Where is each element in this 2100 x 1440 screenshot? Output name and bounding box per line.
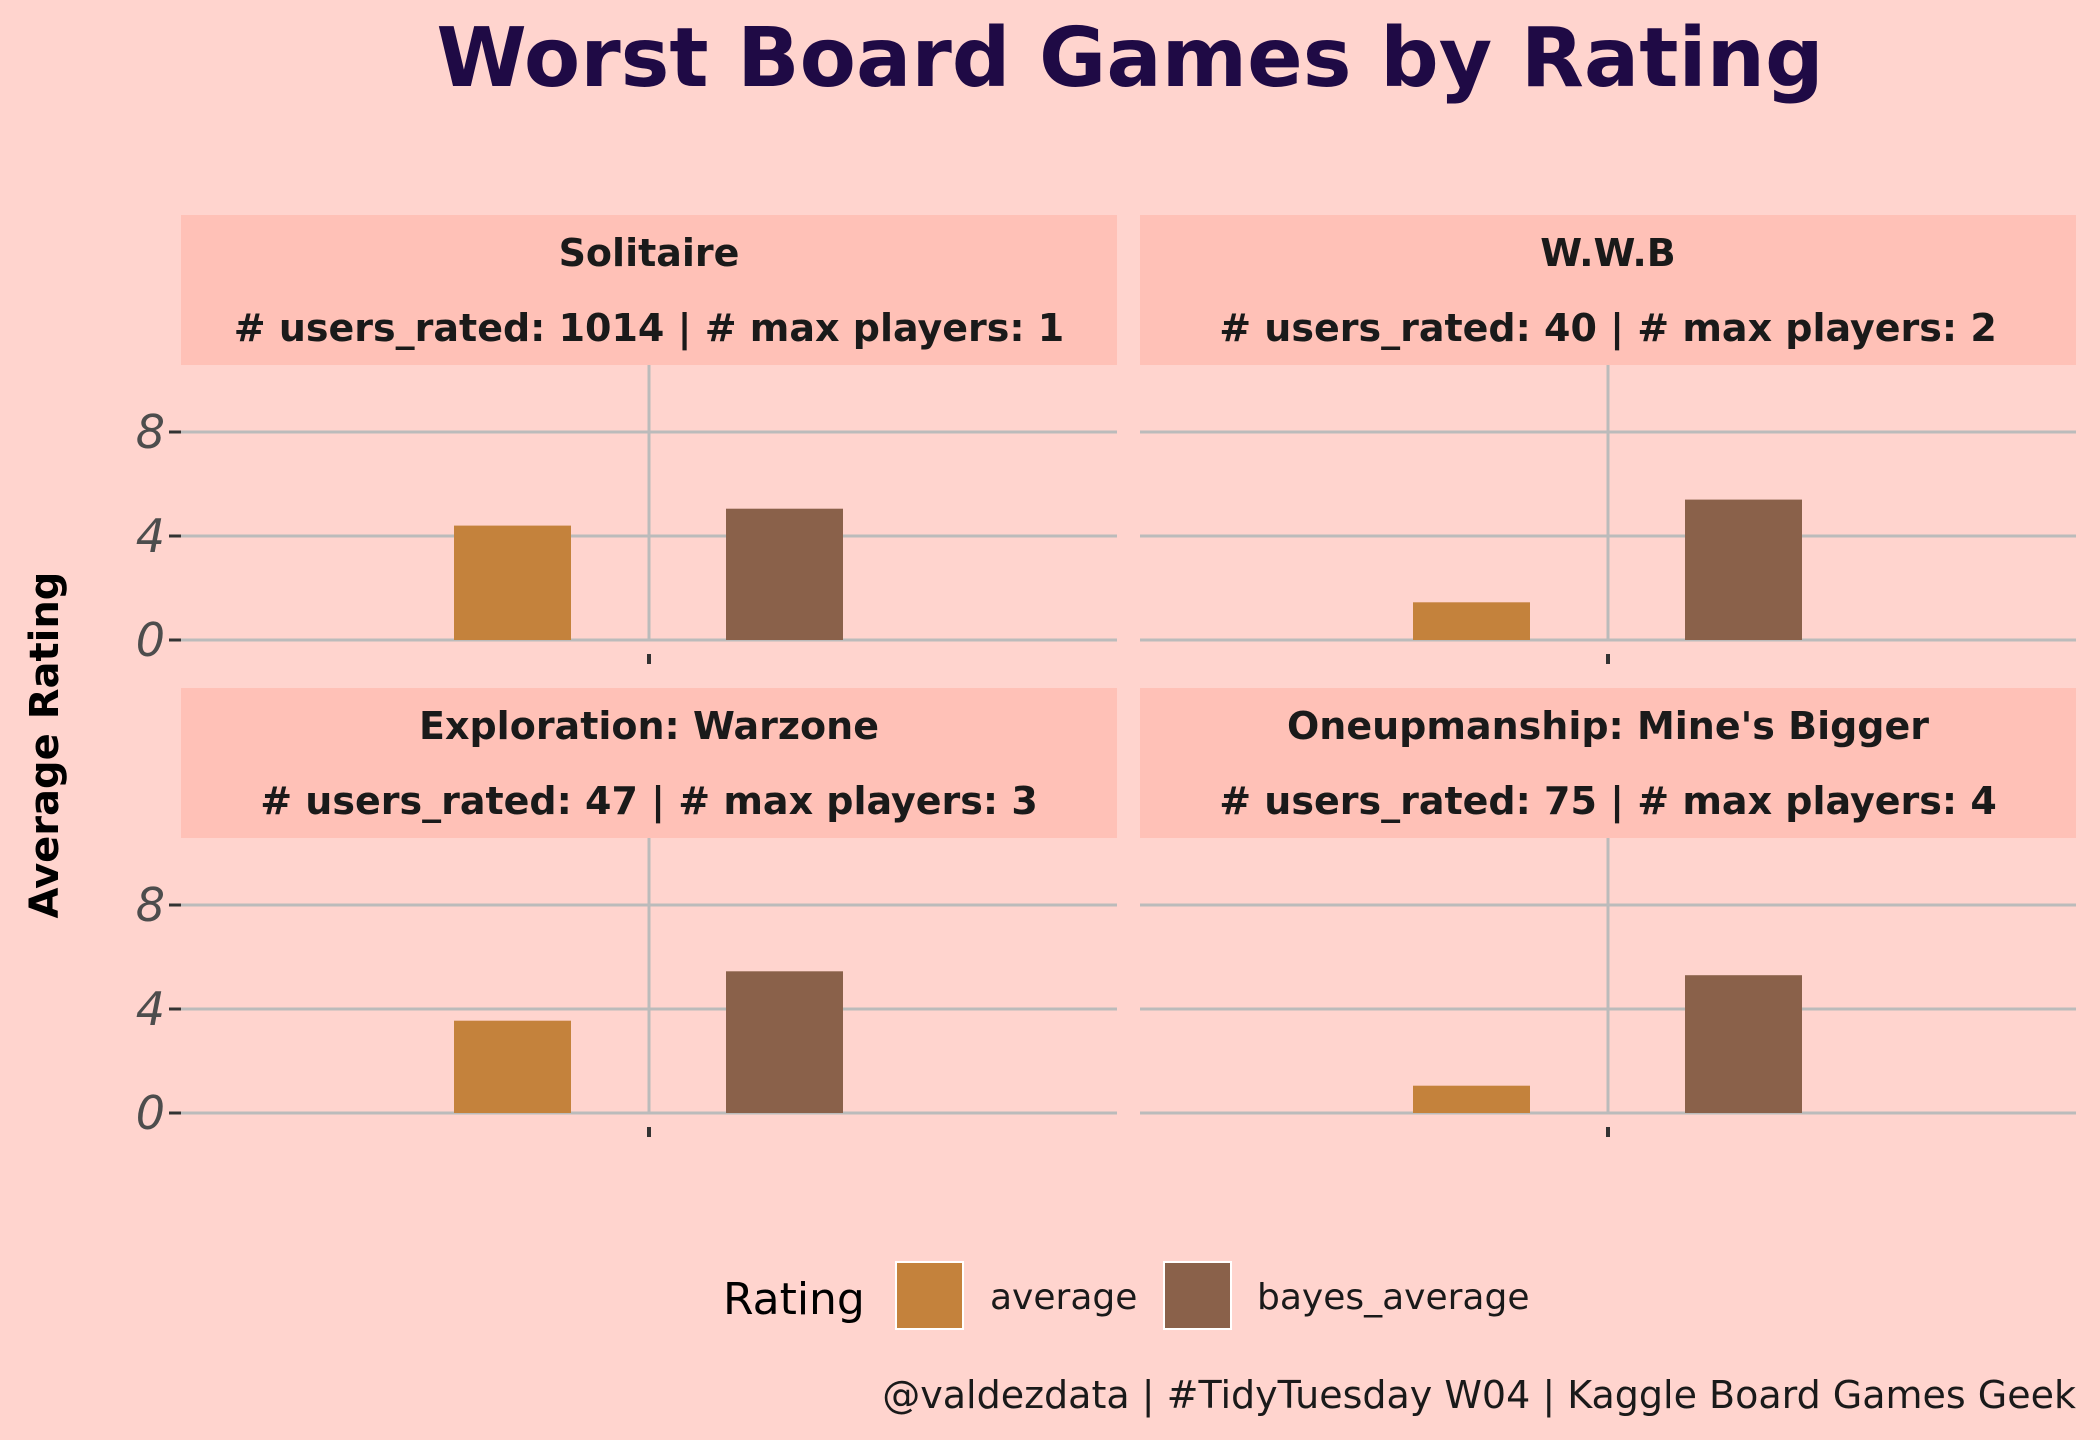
y-tick-label: 0 (136, 1086, 165, 1140)
bar-bayes-average (1685, 499, 1802, 640)
chart-title: Worst Board Games by Rating (436, 11, 1823, 106)
facet-panel: Solitaire # users_rated: 1014 | # max pla… (136, 215, 1117, 667)
facet-panel: Oneupmanship: Mine's Bigger # users_rated… (1140, 688, 2076, 1137)
facet-subtitle: # users_rated: 40 | # max players: 2 (1219, 306, 1997, 351)
bar-bayes-average (1685, 975, 1802, 1113)
y-tick-label: 8 (136, 405, 165, 459)
bar-bayes-average (726, 971, 843, 1113)
bar-average (454, 1020, 571, 1113)
legend-label-bayes-average: bayes_average (1257, 1277, 1530, 1318)
facet-subtitle: # users_rated: 1014 | # max players: 1 (234, 306, 1064, 351)
facet-strip (1140, 215, 2076, 365)
y-tick-label: 4 (136, 509, 165, 563)
y-tick-label: 4 (136, 982, 165, 1036)
bar-bayes-average (726, 508, 843, 640)
facet-strip (181, 215, 1117, 365)
facet-strip (181, 688, 1117, 838)
bar-average (454, 525, 571, 640)
facet-title: Exploration: Warzone (419, 704, 879, 748)
facet-subtitle: # users_rated: 75 | # max players: 4 (1219, 779, 1997, 824)
y-tick-label: 0 (136, 613, 165, 667)
facet-panel: Exploration: Warzone # users_rated: 47 | … (136, 688, 1117, 1140)
legend-label-average: average (990, 1277, 1137, 1318)
facet-title: W.W.B (1540, 231, 1675, 275)
facet-panel: W.W.B # users_rated: 40 | # max players: … (1140, 215, 2076, 664)
facet-subtitle: # users_rated: 47 | # max players: 3 (260, 779, 1038, 824)
legend-key-average (895, 1261, 964, 1330)
bar-average (1413, 1085, 1530, 1113)
legend: Rating average bayes_average (723, 1261, 1530, 1330)
legend-title: Rating (723, 1274, 865, 1325)
facet-strip (1140, 688, 2076, 838)
legend-key-bayes-average (1163, 1261, 1232, 1330)
facet-title: Solitaire (559, 231, 740, 275)
bar-average (1413, 602, 1530, 640)
caption: @valdezdata | #TidyTuesday W04 | Kaggle … (882, 1373, 2076, 1418)
facet-title: Oneupmanship: Mine's Bigger (1287, 704, 1929, 748)
facet-grid: Solitaire # users_rated: 1014 | # max pla… (136, 215, 2076, 1140)
y-axis-label: Average Rating (22, 572, 68, 919)
y-tick-label: 8 (136, 878, 165, 932)
